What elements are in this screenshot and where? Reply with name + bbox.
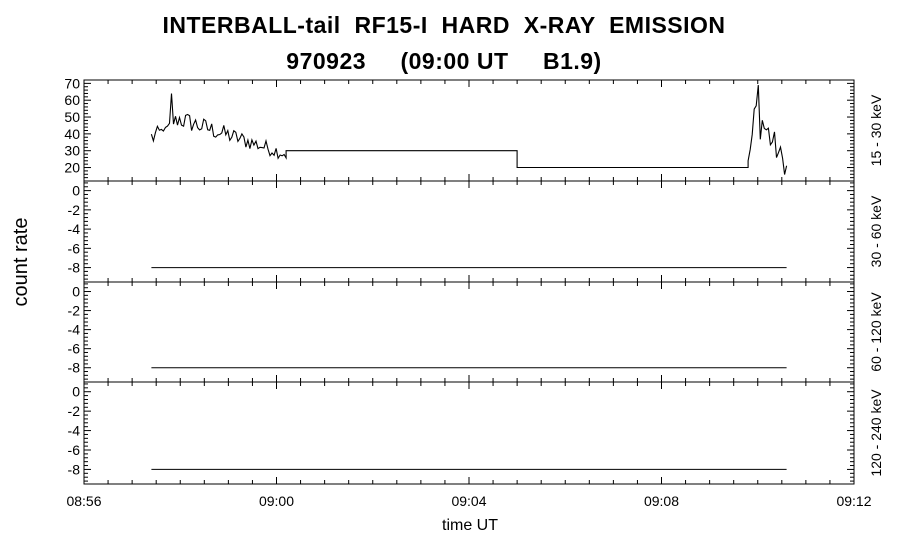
x-tick-label: 09:00: [259, 493, 294, 509]
y-tick-label: -8: [68, 461, 81, 477]
panel-frame: [83, 180, 855, 283]
y-tick-label: -2: [68, 202, 81, 218]
y-tick-label: -4: [68, 221, 81, 237]
x-tick-label: 08:56: [66, 493, 101, 509]
x-tick-label: 09:08: [644, 493, 679, 509]
y-tick-label: -4: [68, 423, 81, 439]
y-tick-label: 0: [72, 183, 80, 199]
panel-label: 60 - 120 keV: [868, 292, 884, 372]
x-tick-label: 09:04: [451, 493, 486, 509]
y-tick-label: 70: [64, 75, 80, 91]
y-tick-label: -8: [68, 260, 81, 276]
y-tick-label: -4: [68, 322, 81, 338]
y-tick-label: 0: [72, 284, 80, 300]
y-tick-label: 50: [64, 109, 80, 125]
panel-frame: [83, 381, 855, 485]
panel-label: 15 - 30 keV: [868, 94, 884, 166]
y-tick-label: 40: [64, 126, 80, 142]
x-tick-label: 09:12: [836, 493, 871, 509]
chart-subtitle: 970923 (09:00 UT B1.9): [286, 48, 602, 74]
y-tick-label: -2: [68, 403, 81, 419]
y-tick-label: 60: [64, 92, 80, 108]
panel-frame: [83, 281, 855, 383]
y-tick-label: -6: [68, 442, 81, 458]
y-tick-label: 0: [72, 384, 80, 400]
y-tick-label: -8: [68, 360, 81, 376]
panel-4: 0 -2 -4 -6 -8 120 - 240 keV: [68, 381, 884, 485]
y-axis-label: count rate: [10, 218, 32, 307]
panel-3: 0 -2 -4 -6 -8 60 - 120 keV: [68, 281, 884, 383]
x-axis-label: time UT: [442, 517, 498, 534]
panel-label: 120 - 240 keV: [868, 389, 884, 477]
y-tick-label: 30: [64, 143, 80, 159]
y-tick-label: -2: [68, 303, 81, 319]
y-tick-label: -6: [68, 341, 81, 357]
series-line: [150, 85, 788, 175]
chart-title: INTERBALL-tail RF15-I HARD X-RAY EMISSIO…: [162, 12, 726, 38]
y-tick-label: 20: [64, 160, 80, 176]
panel-label: 30 - 60 keV: [868, 195, 884, 267]
panel-2: 0 -2 -4 -6 -8 30 - 60 keV: [68, 180, 884, 283]
y-tick-label: -6: [68, 240, 81, 256]
